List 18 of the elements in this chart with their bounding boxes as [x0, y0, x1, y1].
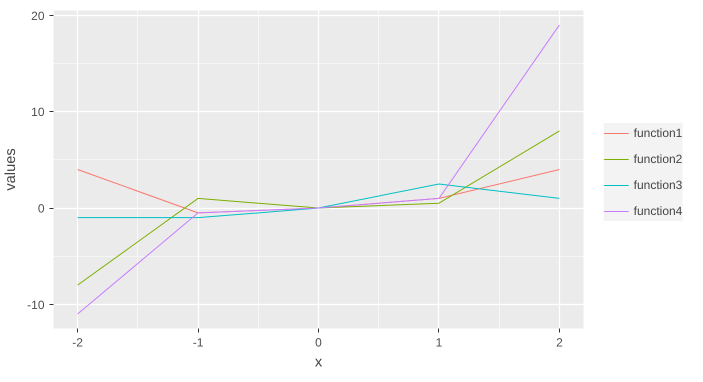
x-axis-title: x: [314, 354, 323, 370]
x-tick-label: 2: [556, 336, 564, 350]
legend-label: function1: [634, 126, 682, 140]
y-tick-label: -10: [27, 298, 45, 312]
y-axis-title: values: [3, 148, 20, 191]
x-tick-label: -2: [72, 336, 84, 350]
y-tick-label: 0: [38, 202, 45, 216]
line-series: [77, 183, 560, 218]
legend-label: function2: [634, 152, 682, 166]
y-tick-label: 20: [31, 8, 45, 23]
x-tick-label: 0: [315, 336, 322, 350]
legend-label: function3: [634, 178, 682, 192]
y-tick-label: 10: [31, 105, 45, 120]
legend-label: function4: [634, 204, 682, 218]
x-tick-label: -1: [192, 336, 204, 350]
line-series: [77, 130, 560, 286]
line-series: [77, 24, 560, 315]
x-tick-label: 1: [436, 336, 443, 350]
